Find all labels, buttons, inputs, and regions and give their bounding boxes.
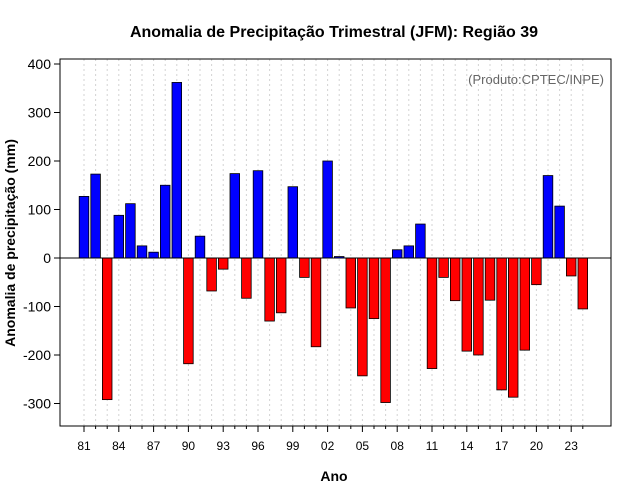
y-tick-label: 200 xyxy=(28,153,52,169)
bar-2015 xyxy=(473,257,484,356)
bar-1988 xyxy=(159,184,171,259)
x-tick-label: 20 xyxy=(530,439,544,453)
x-tick-label: 02 xyxy=(321,439,335,453)
bar-1995 xyxy=(241,257,252,299)
bar-1994 xyxy=(229,173,241,259)
x-tick-label: 81 xyxy=(77,439,91,453)
bar-2016 xyxy=(484,257,496,301)
x-tick-label: 96 xyxy=(251,439,265,453)
bar-2023 xyxy=(566,257,577,277)
bar-1981 xyxy=(78,196,90,259)
bar-1996 xyxy=(252,170,264,259)
bar-1984 xyxy=(113,214,125,259)
bar-2006 xyxy=(368,257,380,320)
bar-2017 xyxy=(496,257,507,391)
bar-2009 xyxy=(403,245,415,259)
bar-1990 xyxy=(183,257,194,365)
bar-1993 xyxy=(217,257,229,270)
y-tick-label: 300 xyxy=(28,105,52,121)
x-tick-label: 17 xyxy=(495,439,509,453)
x-axis: 81 84 87 90 93 96 99 02 05 08 11 14 17 20 23 xyxy=(77,426,584,453)
bar-1987 xyxy=(148,251,159,259)
y-tick-label: 0 xyxy=(43,250,51,266)
bar-2001 xyxy=(310,257,322,348)
plot-frame xyxy=(59,58,612,427)
bar-2000 xyxy=(299,257,310,278)
bar-1989 xyxy=(171,82,183,259)
y-tick-label: 400 xyxy=(28,56,52,72)
bar-2011 xyxy=(426,257,438,369)
bar-2007 xyxy=(380,257,391,403)
x-tick-label: 14 xyxy=(460,439,474,453)
y-axis-label: Anomalia de precipitação (mm) xyxy=(2,139,18,347)
bar-2004 xyxy=(345,257,357,309)
bar-1991 xyxy=(194,235,206,259)
bars xyxy=(78,82,589,403)
bar-1985 xyxy=(125,203,136,259)
x-tick-label: 87 xyxy=(147,439,161,453)
x-axis-label: Ano xyxy=(320,468,347,484)
x-tick-label: 90 xyxy=(182,439,196,453)
bar-2018 xyxy=(507,257,519,398)
bar-2020 xyxy=(531,257,542,286)
bar-2022 xyxy=(554,205,565,259)
bar-2008 xyxy=(391,249,403,259)
y-tick-label: -300 xyxy=(23,396,51,412)
bar-1997 xyxy=(264,257,275,322)
x-tick-label: 84 xyxy=(112,439,126,453)
bar-2005 xyxy=(357,257,368,377)
bar-1983 xyxy=(102,257,113,401)
bar-1998 xyxy=(275,257,287,314)
x-tick-label: 93 xyxy=(217,439,231,453)
grid xyxy=(83,59,584,426)
bar-1982 xyxy=(90,173,101,259)
bar-2010 xyxy=(415,223,426,259)
bar-2014 xyxy=(461,257,473,352)
x-tick-label: 99 xyxy=(286,439,300,453)
y-tick-label: -100 xyxy=(23,299,51,315)
x-tick-label: 08 xyxy=(391,439,405,453)
bar-1999 xyxy=(287,186,299,259)
x-tick-label: 23 xyxy=(565,439,579,453)
bar-1986 xyxy=(136,245,148,259)
bar-2024 xyxy=(577,257,589,310)
bar-2002 xyxy=(322,160,333,259)
y-tick-label: 100 xyxy=(28,202,52,218)
x-tick-label: 05 xyxy=(356,439,370,453)
bar-2013 xyxy=(449,257,461,302)
chart-title: Anomalia de Precipitação Trimestral (JFM… xyxy=(130,24,538,41)
bar-1992 xyxy=(206,257,217,292)
y-axis: -300 -200 -100 0 100 200 300 400 xyxy=(23,56,60,412)
bar-2021 xyxy=(542,175,554,259)
product-credit: (Produto:CPTEC/INPE) xyxy=(468,72,604,87)
bar-2012 xyxy=(438,257,449,278)
y-tick-label: -200 xyxy=(23,347,51,363)
x-tick-label: 11 xyxy=(426,439,439,453)
bar-2019 xyxy=(519,257,531,351)
